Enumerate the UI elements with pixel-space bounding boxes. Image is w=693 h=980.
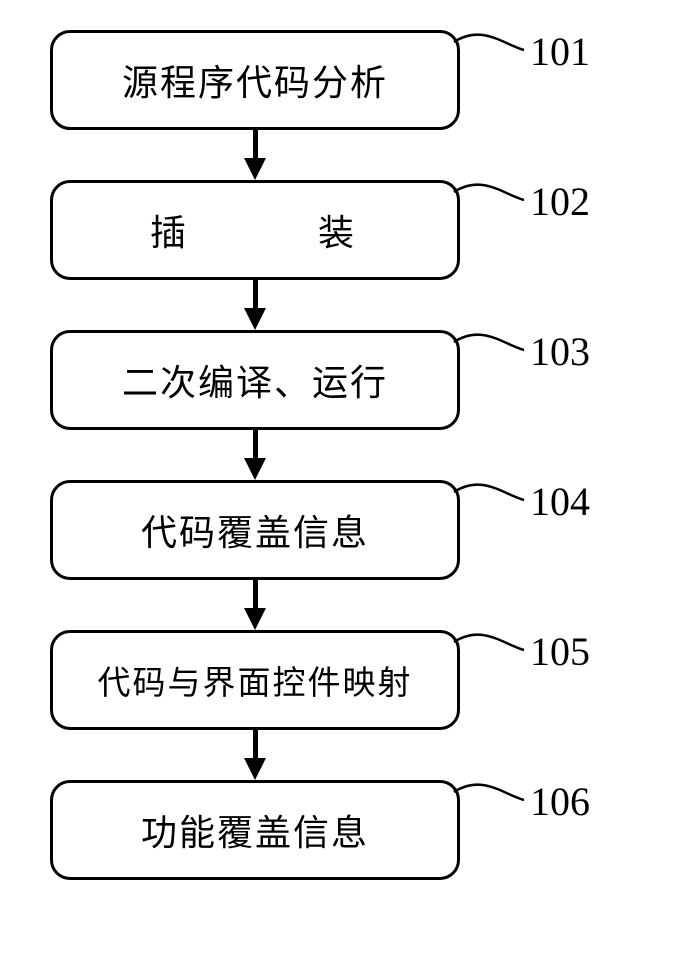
arrow-head-icon	[244, 458, 266, 480]
flowchart-diagram: 源程序代码分析101插 装102二次编译、运行103代码覆盖信息104代码与界面…	[0, 0, 693, 980]
flow-node-106: 功能覆盖信息	[50, 780, 460, 880]
arrow-shaft	[253, 430, 258, 458]
flow-node-label: 代码覆盖信息	[141, 504, 369, 556]
flow-node-104: 代码覆盖信息	[50, 480, 460, 580]
arrow-shaft	[253, 580, 258, 608]
flow-node-label: 功能覆盖信息	[141, 804, 369, 856]
leader-line	[434, 612, 544, 680]
arrow-head-icon	[244, 608, 266, 630]
arrow-head-icon	[244, 308, 266, 330]
flow-node-label: 二次编译、运行	[122, 354, 388, 406]
flow-node-label: 源程序代码分析	[122, 54, 388, 106]
arrow-head-icon	[244, 758, 266, 780]
leader-line	[434, 312, 544, 380]
arrow-shaft	[253, 730, 258, 758]
arrow-head-icon	[244, 158, 266, 180]
flow-node-101: 源程序代码分析	[50, 30, 460, 130]
leader-line	[434, 762, 544, 830]
flow-node-label: 代码与界面控件映射	[98, 656, 413, 704]
arrow-shaft	[253, 280, 258, 308]
arrow-shaft	[253, 130, 258, 158]
flow-node-label: 插 装	[150, 204, 360, 256]
flow-node-105: 代码与界面控件映射	[50, 630, 460, 730]
leader-line	[434, 462, 544, 530]
leader-line	[434, 162, 544, 230]
flow-node-102: 插 装	[50, 180, 460, 280]
flow-node-103: 二次编译、运行	[50, 330, 460, 430]
leader-line	[434, 12, 544, 80]
